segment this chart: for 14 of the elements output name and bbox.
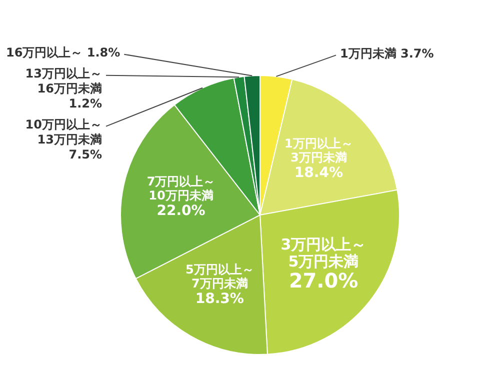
data-label: 18.4% <box>294 164 343 181</box>
data-label: 1.2% <box>68 96 102 110</box>
slice-label: 5万円以上～7万円未満 <box>185 262 254 290</box>
slice-label: 1万円以上～3万円未満 <box>284 136 353 164</box>
data-label: 27.0% <box>288 268 358 292</box>
data-label: 18.3% <box>195 290 244 307</box>
slice-label: 7万円以上～10万円未満 <box>146 174 216 203</box>
slice-label: 1万円未満 3.7% <box>340 46 434 60</box>
slice-label: 16万円以上～ 1.8% <box>6 45 120 60</box>
slice-label: 10万円以上～13万円未満 <box>25 117 102 146</box>
data-label: 7.5% <box>68 147 102 162</box>
slice-label: 13万円以上～16万円未満 <box>25 66 102 96</box>
slice-label: 3万円以上～5万円未満 <box>280 236 366 271</box>
data-label: 22.0% <box>156 203 206 220</box>
